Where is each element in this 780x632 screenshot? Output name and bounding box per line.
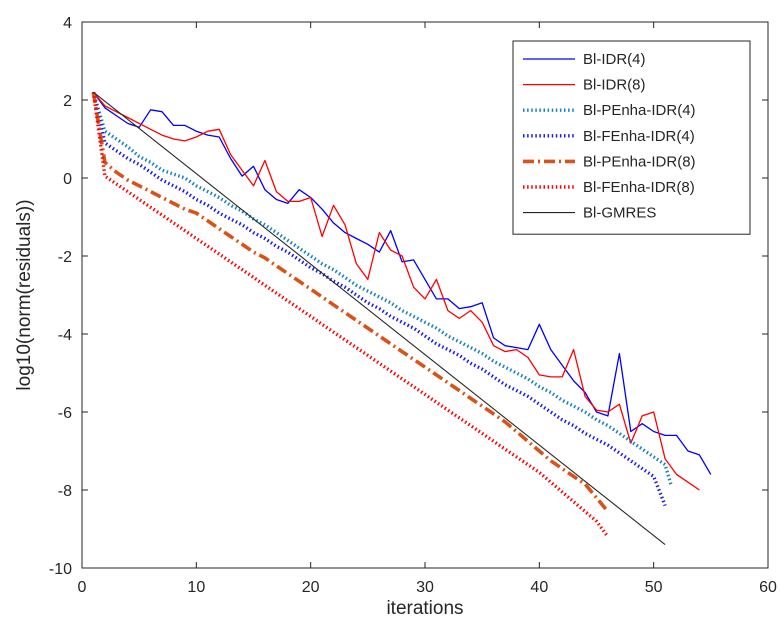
x-tick-label: 20 bbox=[302, 579, 320, 596]
x-tick-label: 30 bbox=[416, 579, 434, 596]
legend-label: Bl-FEnha-IDR(8) bbox=[583, 179, 695, 196]
x-tick-label: 0 bbox=[78, 579, 87, 596]
legend-label: Bl-FEnha-IDR(4) bbox=[583, 128, 695, 145]
x-axis-label: iterations bbox=[386, 598, 463, 619]
series-line-1 bbox=[92, 91, 712, 475]
y-tick-label: -6 bbox=[58, 405, 72, 422]
legend-label: Bl-IDR(8) bbox=[583, 77, 646, 94]
y-tick-label: -10 bbox=[49, 561, 72, 578]
axis-ticks: 0 10 20 30 40 50 60 -10 -8 -6 -4 -2 0 2 4 bbox=[49, 15, 777, 596]
y-axis-label: log10(norm(residuals)) bbox=[14, 199, 35, 390]
y-tick-label: 0 bbox=[63, 171, 72, 188]
series-line-4 bbox=[91, 91, 667, 507]
y-tick-label: -2 bbox=[58, 249, 72, 266]
x-tick-label: 60 bbox=[759, 579, 777, 596]
legend-label: Bl-PEnha-IDR(4) bbox=[583, 102, 696, 119]
y-tick-label: 2 bbox=[63, 93, 72, 110]
y-tick-label: -4 bbox=[58, 327, 72, 344]
x-tick-label: 50 bbox=[645, 579, 663, 596]
legend-label: Bl-PEnha-IDR(8) bbox=[583, 153, 696, 170]
series-line-6 bbox=[91, 91, 610, 538]
y-tick-label: -8 bbox=[58, 483, 72, 500]
legend-label: Bl-GMRES bbox=[583, 205, 656, 222]
legend-label: Bl-IDR(4) bbox=[583, 51, 646, 68]
x-tick-label: 10 bbox=[187, 579, 205, 596]
legend: Bl-IDR(4) Bl-IDR(8) Bl-PEnha-IDR(4) Bl-FEnh… bbox=[512, 40, 751, 235]
plot-series bbox=[91, 91, 712, 546]
y-tick-label: 4 bbox=[63, 15, 72, 32]
legend-box bbox=[512, 40, 751, 235]
series-line-5 bbox=[91, 91, 610, 513]
x-tick-label: 40 bbox=[530, 579, 548, 596]
series-line-2 bbox=[92, 91, 700, 491]
series-line-7 bbox=[93, 91, 666, 546]
